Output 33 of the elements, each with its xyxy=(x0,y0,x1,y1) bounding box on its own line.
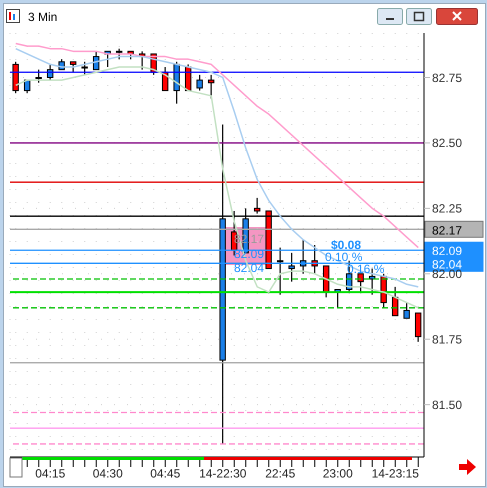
candlestick xyxy=(357,273,364,293)
candlestick xyxy=(288,252,295,282)
candlestick xyxy=(403,302,410,319)
x-tick-label: 04:45 xyxy=(150,466,181,481)
candlestick xyxy=(208,74,214,100)
line-series xyxy=(15,42,419,248)
x-tick-label: 23:00 xyxy=(322,466,354,481)
candlestick xyxy=(414,312,422,342)
line-series xyxy=(15,48,419,288)
y-tick-label: 82.50 xyxy=(432,136,462,150)
y-tick-label: 81.50 xyxy=(432,398,462,412)
chart-title: 3 Min xyxy=(28,10,58,24)
x-tick-label: 04:30 xyxy=(92,466,124,481)
candlestick xyxy=(196,74,203,92)
annotation: $0.08 xyxy=(331,238,362,252)
candlestick xyxy=(254,197,260,214)
candlestick xyxy=(35,69,42,84)
y-tick-label: 82.75 xyxy=(432,70,462,85)
ref-line-label: 82.09 xyxy=(432,244,462,258)
y-tick-label: 82.25 xyxy=(432,202,462,216)
x-tick-label: 14-23:15 xyxy=(372,466,420,481)
x-tick-label: 04:15 xyxy=(35,466,66,481)
annotation: 0.10 % xyxy=(325,250,363,264)
x-tick-label: 14-22:30 xyxy=(199,466,247,481)
candlestick xyxy=(92,50,100,70)
ref-line-label: 82.17 xyxy=(432,223,462,238)
candlestick xyxy=(276,247,284,296)
candlestick xyxy=(116,48,122,60)
annotation: 82.04 xyxy=(234,261,264,275)
candlestick xyxy=(70,61,76,73)
x-tick-label: 22:45 xyxy=(265,466,296,481)
candlestick xyxy=(81,61,88,76)
y-tick-label: 81.75 xyxy=(432,332,462,346)
